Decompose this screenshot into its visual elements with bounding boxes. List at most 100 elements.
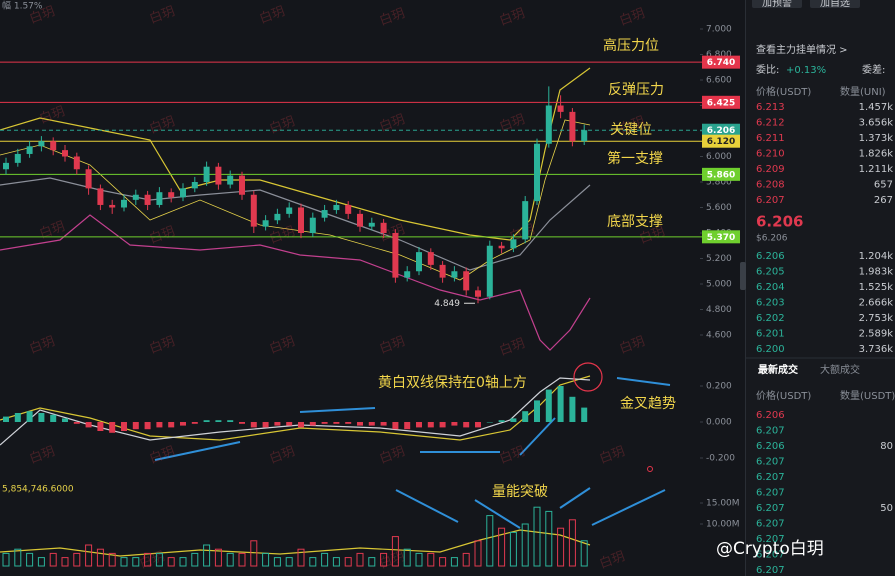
note: 底部支撑 (607, 214, 663, 230)
arrow (299, 407, 376, 413)
vol-ma (0, 529, 591, 557)
lower-band (0, 214, 591, 351)
volume-bar (214, 548, 222, 567)
header: 价格(USDT) (756, 389, 811, 402)
candle-body (62, 150, 68, 157)
candle-body (368, 222, 375, 227)
y-tick-label: 5.600 (706, 203, 732, 213)
qty: 3.736k (859, 344, 894, 355)
macd-bar (475, 422, 481, 428)
macd-bar (50, 414, 57, 422)
y-tick-label: 5.000 (706, 280, 732, 290)
macd-bar (144, 422, 151, 430)
macd-bar (416, 422, 422, 428)
panel-toggle[interactable] (740, 262, 746, 290)
candle-body (286, 207, 293, 214)
macd-bar (250, 422, 257, 428)
macd-bar (345, 422, 352, 424)
candle-body (463, 271, 470, 291)
volume-bar (297, 548, 305, 567)
candle-body (14, 153, 21, 163)
level-label: 5.370 (707, 233, 735, 243)
header: 价格(USDT) (756, 85, 811, 98)
level-label: 6.740 (707, 58, 735, 68)
candle-body (132, 194, 139, 200)
macd-bar (3, 416, 9, 422)
macd-bar (14, 413, 21, 422)
price: 6.202 (756, 313, 785, 324)
y-tick-label: 6.800 (706, 50, 732, 60)
note: 高压力位 (603, 37, 659, 54)
qty: 2.753k (859, 313, 894, 324)
macd-bar (557, 386, 564, 422)
qty: 1.525k (859, 282, 894, 293)
price: 6.212 (756, 118, 785, 129)
note: 量能突破 (492, 484, 548, 500)
volume-bar (262, 552, 270, 567)
candle-body (522, 201, 529, 240)
candle-body (73, 156, 80, 170)
candle-body (451, 271, 458, 278)
candle-body (498, 245, 505, 249)
candle-body (203, 166, 210, 182)
volume-bar (521, 523, 529, 567)
volume-bar (203, 544, 211, 567)
price: 6.204 (756, 282, 785, 293)
candle-body (3, 162, 9, 170)
macd-bar (498, 420, 505, 422)
macd-bar (156, 422, 163, 428)
button[interactable] (752, 0, 802, 8)
candle-body (180, 188, 186, 198)
qty: 1.983k (859, 267, 894, 278)
volume-bar (568, 519, 576, 567)
volume-bar (155, 552, 163, 567)
diff-label: 委差: (862, 63, 885, 76)
macd-bar (368, 422, 375, 426)
level-label: 5.860 (707, 170, 735, 180)
macd-bar (168, 422, 175, 428)
candle-body (510, 239, 517, 249)
candle-body (534, 143, 540, 202)
candle-body (404, 271, 411, 278)
bands (0, 67, 591, 557)
volume-bar (167, 557, 175, 567)
volume-bar (545, 510, 553, 567)
main-orders[interactable]: 查看主力挂单情况 > (756, 43, 848, 56)
y-tick-label: 0.000 (706, 418, 732, 428)
volume-bar (450, 557, 458, 567)
tab[interactable]: 最新成交 (758, 363, 798, 376)
volume-bar (120, 557, 128, 567)
button-label[interactable]: 加预警 (762, 0, 792, 9)
volume-bar (2, 552, 10, 567)
volume-bar (273, 557, 281, 567)
candle-body (26, 146, 33, 154)
volume-bar (486, 515, 494, 567)
price: 6.209 (756, 164, 785, 175)
button[interactable] (810, 0, 860, 8)
volume-bar (474, 540, 482, 567)
candle-body (545, 105, 552, 144)
qty: 1.211k (859, 164, 894, 175)
button-label[interactable]: 加自选 (820, 0, 850, 9)
y-tick-label: 15.00M (706, 499, 740, 509)
y-tick-label: 4.600 (706, 331, 732, 341)
volume-bar (61, 557, 69, 567)
volume-bar (580, 540, 588, 567)
macd-bar (62, 418, 68, 422)
price: 6.206 (756, 441, 785, 452)
volume-bar (238, 552, 246, 567)
level-badge (702, 134, 740, 148)
price: 6.207 (756, 488, 785, 499)
volume-bar (356, 552, 364, 567)
price: 6.207 (756, 519, 785, 530)
candle-body (38, 141, 45, 147)
macd-bar (121, 422, 127, 431)
tab[interactable]: 大额成交 (820, 363, 860, 376)
volume-bar (49, 552, 57, 567)
note: 反弹压力 (608, 82, 664, 98)
candle-body (109, 204, 116, 208)
volume-bar (144, 552, 152, 567)
volume-bar (380, 552, 388, 567)
volume-current: 5,854,746.6000 (2, 485, 74, 495)
volume-bar (132, 557, 140, 567)
